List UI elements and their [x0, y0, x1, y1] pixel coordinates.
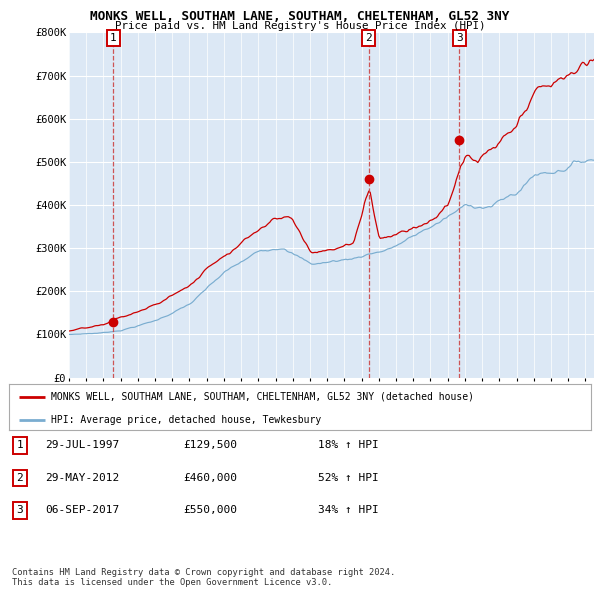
Text: 06-SEP-2017: 06-SEP-2017: [45, 506, 119, 515]
Text: Contains HM Land Registry data © Crown copyright and database right 2024.
This d: Contains HM Land Registry data © Crown c…: [12, 568, 395, 587]
Text: 2: 2: [16, 473, 23, 483]
Text: £550,000: £550,000: [183, 506, 237, 515]
Text: 29-JUL-1997: 29-JUL-1997: [45, 441, 119, 450]
Text: MONKS WELL, SOUTHAM LANE, SOUTHAM, CHELTENHAM, GL52 3NY (detached house): MONKS WELL, SOUTHAM LANE, SOUTHAM, CHELT…: [51, 392, 474, 402]
Text: 1: 1: [110, 32, 116, 42]
Text: MONKS WELL, SOUTHAM LANE, SOUTHAM, CHELTENHAM, GL52 3NY: MONKS WELL, SOUTHAM LANE, SOUTHAM, CHELT…: [91, 10, 509, 23]
Text: 3: 3: [16, 506, 23, 515]
Text: 29-MAY-2012: 29-MAY-2012: [45, 473, 119, 483]
Text: £129,500: £129,500: [183, 441, 237, 450]
Text: 3: 3: [456, 32, 463, 42]
Text: 2: 2: [365, 32, 372, 42]
Text: HPI: Average price, detached house, Tewkesbury: HPI: Average price, detached house, Tewk…: [51, 415, 321, 425]
Text: £460,000: £460,000: [183, 473, 237, 483]
Text: Price paid vs. HM Land Registry's House Price Index (HPI): Price paid vs. HM Land Registry's House …: [115, 21, 485, 31]
Text: 52% ↑ HPI: 52% ↑ HPI: [318, 473, 379, 483]
Text: 18% ↑ HPI: 18% ↑ HPI: [318, 441, 379, 450]
Text: 34% ↑ HPI: 34% ↑ HPI: [318, 506, 379, 515]
Text: 1: 1: [16, 441, 23, 450]
